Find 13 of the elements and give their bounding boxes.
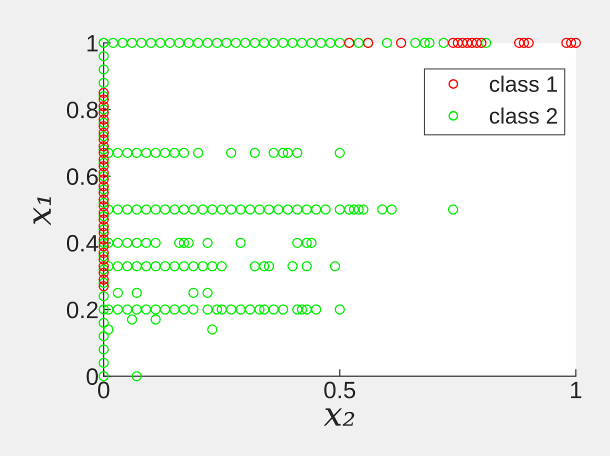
y-tick-label: 0 bbox=[86, 368, 98, 385]
y-tick-label: 0.8 bbox=[66, 102, 98, 118]
x-tick-label: 0 bbox=[98, 382, 110, 398]
y-axis-title: x₁ bbox=[33, 197, 51, 226]
x-tick-label: 0.5 bbox=[324, 382, 356, 398]
legend-label: class 1 bbox=[490, 76, 557, 92]
x-tick-label: 1 bbox=[571, 382, 582, 398]
legend-label: class 2 bbox=[490, 107, 557, 124]
y-tick-label: 0.2 bbox=[66, 302, 98, 318]
y-tick-label: 0.6 bbox=[66, 168, 98, 185]
y-tick-label: 1 bbox=[88, 35, 98, 52]
x-axis-title: x₂ bbox=[324, 408, 354, 426]
y-tick-label: 0.4 bbox=[66, 234, 98, 252]
